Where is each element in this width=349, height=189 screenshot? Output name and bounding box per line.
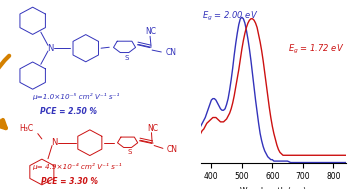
Text: CN: CN bbox=[167, 145, 178, 154]
Text: PCE = 3.30 %: PCE = 3.30 % bbox=[41, 177, 98, 186]
Text: CN: CN bbox=[165, 48, 176, 57]
Text: H₃C: H₃C bbox=[20, 124, 34, 133]
X-axis label: Wavelength (nm): Wavelength (nm) bbox=[240, 187, 306, 189]
Text: μ= 4.9×10⁻⁴ cm² V⁻¹ s⁻¹: μ= 4.9×10⁻⁴ cm² V⁻¹ s⁻¹ bbox=[32, 163, 121, 170]
Text: S: S bbox=[127, 149, 132, 155]
Text: NC: NC bbox=[146, 27, 157, 36]
Text: PCE = 2.50 %: PCE = 2.50 % bbox=[40, 107, 97, 116]
Text: N: N bbox=[51, 138, 57, 147]
Text: $E_g$ = 2.00 eV: $E_g$ = 2.00 eV bbox=[202, 10, 258, 23]
Text: NC: NC bbox=[147, 124, 158, 133]
Text: μ=1.0×10⁻⁵ cm² V⁻¹ s⁻¹: μ=1.0×10⁻⁵ cm² V⁻¹ s⁻¹ bbox=[32, 93, 119, 100]
Text: N: N bbox=[47, 44, 53, 53]
Text: $E_g$ = 1.72 eV: $E_g$ = 1.72 eV bbox=[288, 43, 344, 57]
Text: S: S bbox=[124, 55, 129, 61]
